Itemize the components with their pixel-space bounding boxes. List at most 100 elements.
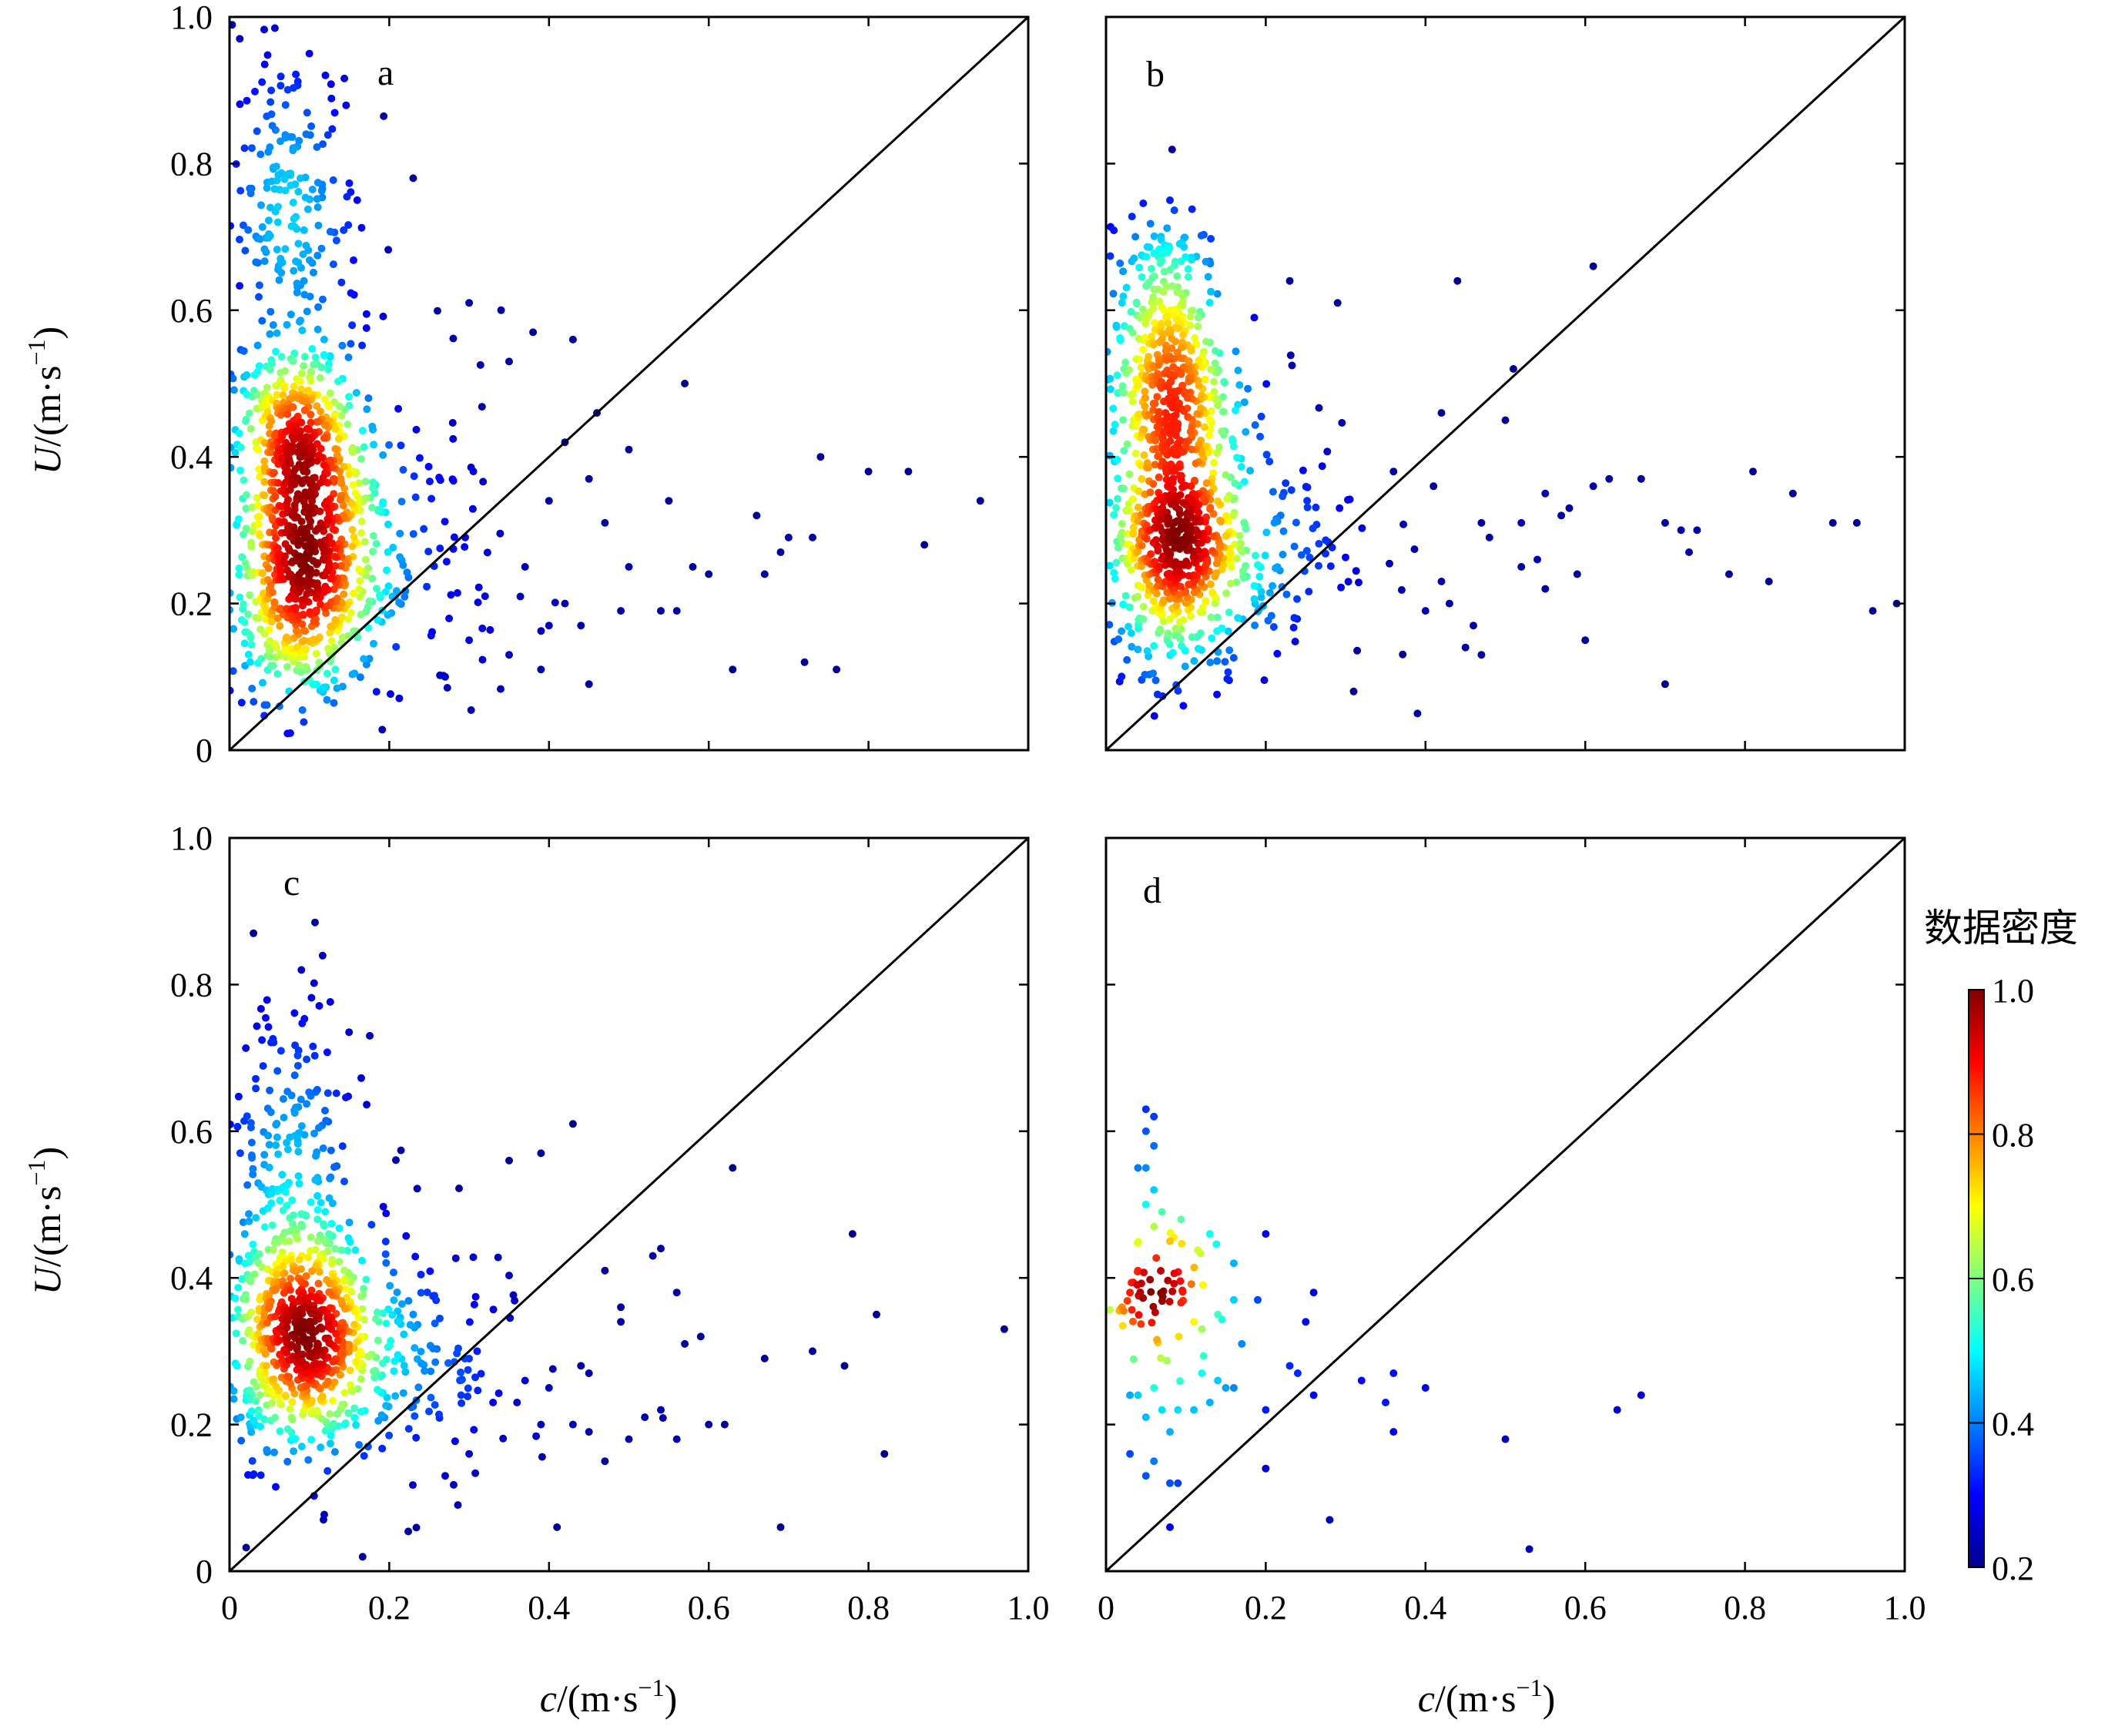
data-point (230, 667, 237, 675)
data-point (1141, 320, 1150, 328)
data-point (320, 351, 329, 360)
data-point (269, 662, 277, 670)
data-point (443, 684, 451, 692)
data-point (1195, 357, 1203, 365)
data-point (271, 1285, 280, 1294)
data-point (310, 979, 318, 987)
data-point (1302, 547, 1311, 555)
data-point (625, 445, 633, 454)
data-point (1279, 527, 1288, 535)
data-point (625, 563, 633, 571)
y-axis-title-top: U/(m·s−1) (22, 327, 69, 474)
data-point (384, 548, 392, 556)
data-point (1322, 536, 1330, 545)
data-point (273, 1067, 282, 1075)
data-point (1225, 554, 1233, 561)
data-point (1156, 260, 1165, 267)
data-point (300, 226, 308, 234)
data-point (1157, 1354, 1165, 1362)
data-point (1197, 404, 1205, 412)
data-point (1111, 421, 1119, 429)
data-point (327, 539, 336, 548)
data-point (280, 1289, 288, 1297)
data-point (321, 1107, 329, 1114)
data-point (1170, 372, 1178, 380)
data-point (338, 1142, 347, 1151)
data-point (1152, 589, 1161, 598)
data-point (465, 1318, 474, 1326)
data-point (1112, 323, 1121, 331)
data-point (232, 1329, 240, 1338)
data-point (307, 1247, 314, 1255)
data-point (272, 1121, 280, 1129)
data-point (298, 705, 307, 714)
data-point (1251, 421, 1259, 429)
data-point (346, 1366, 354, 1375)
data-point (417, 1347, 425, 1356)
data-point (294, 1148, 303, 1156)
data-point (1163, 224, 1171, 233)
data-point (265, 1302, 273, 1310)
data-point (1201, 375, 1209, 384)
data-point (1272, 564, 1280, 572)
data-point (259, 1062, 267, 1070)
data-point (1312, 503, 1320, 511)
data-point (1145, 278, 1153, 287)
data-point (319, 140, 327, 149)
data-point (1168, 146, 1176, 154)
data-point (1153, 690, 1161, 699)
data-point (294, 1172, 303, 1180)
data-point (313, 1215, 322, 1224)
data-point (326, 1279, 334, 1288)
data-point (355, 565, 364, 574)
data-point (255, 512, 263, 521)
data-point (301, 542, 310, 551)
data-point (313, 251, 322, 260)
data-point (296, 453, 304, 461)
data-point (1120, 447, 1128, 455)
data-point (1477, 651, 1486, 659)
panel-c: c (228, 836, 1030, 1573)
data-point (1216, 516, 1225, 524)
data-point (1315, 561, 1322, 570)
data-point (1461, 643, 1470, 652)
data-point (442, 558, 451, 566)
data-point (1224, 627, 1232, 635)
colorbar-tick-label: 0.4 (1992, 1406, 2034, 1443)
data-point (1178, 1286, 1187, 1295)
data-point (234, 1283, 243, 1292)
data-point (288, 357, 297, 365)
data-point (1262, 1230, 1270, 1238)
data-point (273, 329, 281, 337)
data-point (1195, 565, 1203, 573)
data-point (230, 374, 237, 383)
data-point (1326, 1516, 1334, 1524)
data-point (366, 1031, 374, 1040)
data-point (1235, 531, 1244, 540)
data-point (313, 440, 321, 448)
data-point (1114, 494, 1121, 503)
data-point (1399, 520, 1408, 528)
data-point (299, 1332, 307, 1340)
data-point (313, 417, 321, 426)
data-point (1315, 540, 1323, 548)
data-point (760, 1354, 769, 1362)
data-point (298, 1222, 307, 1231)
data-point (1192, 459, 1200, 468)
data-point (486, 625, 494, 634)
data-point (1134, 645, 1142, 654)
data-point (236, 466, 244, 474)
data-point (360, 443, 368, 451)
data-point (1725, 570, 1733, 578)
data-point (1251, 622, 1259, 629)
data-point (327, 80, 335, 89)
data-point (320, 1510, 328, 1519)
data-point (1541, 489, 1550, 498)
data-point (1171, 467, 1179, 475)
data-point (1123, 655, 1131, 664)
data-point (283, 662, 291, 671)
data-point (1173, 272, 1182, 280)
data-point (1128, 1305, 1136, 1314)
data-point (306, 608, 314, 616)
data-point (273, 218, 282, 226)
